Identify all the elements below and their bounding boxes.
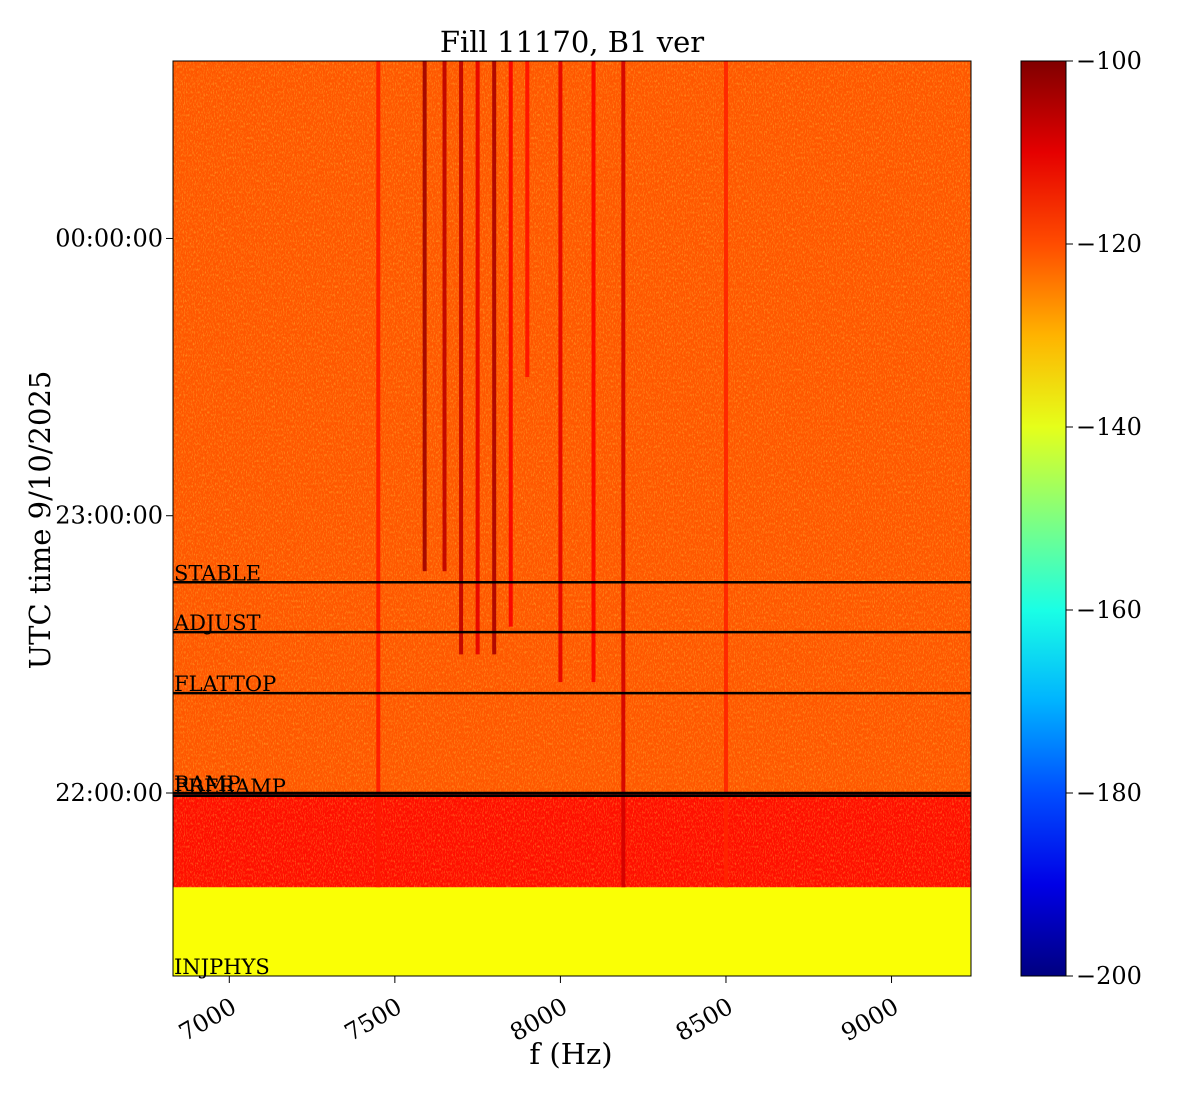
beam-mode-label: PRERAMP [174,775,286,799]
beam-mode-label: STABLE [174,561,261,585]
colorbar-tick-label: −140 [1076,413,1142,441]
colorbar-tick-label: −120 [1076,230,1142,258]
spectral-line [558,61,563,683]
x-tick-label: 8500 [671,992,738,1047]
colorbar [1021,61,1066,976]
spectral-line [621,61,626,888]
spectral-line [591,61,596,683]
beam-mode-label: FLATTOP [174,672,276,696]
y-tick-label: 23:00:00 [55,502,163,530]
plot-frame [172,60,972,977]
beam-mode-label: ADJUST [173,611,261,635]
colorbar-tick-label: −160 [1076,596,1142,624]
spectral-line [492,61,497,655]
x-tick-label: 7500 [340,992,407,1047]
x-tick-label: 9000 [836,992,903,1047]
beam-mode-label: INJPHYS [174,955,270,979]
spectral-line [376,61,381,888]
colorbar-tick-label: −200 [1076,962,1142,990]
colorbar-frame [1020,60,1067,977]
spectral-line [422,61,427,572]
x-axis-label: f (Hz) [529,1037,612,1071]
injection-band [173,887,971,976]
chart-title: Fill 11170, B1 ver [440,25,704,59]
y-tick-label: 00:00:00 [55,224,163,252]
spectral-line [508,61,513,627]
spectral-line [459,61,464,655]
colorbar-tick-label: −100 [1076,47,1142,75]
spectral-line [723,61,728,888]
beam-mode-label: RAMP [174,772,241,796]
spectral-line [442,61,447,572]
x-tick-label: 7000 [174,992,241,1047]
noise-texture [173,61,971,888]
colorbar-tick-label: −180 [1076,779,1142,807]
spectral-line [525,61,530,378]
y-axis-label: UTC time 9/10/2025 [23,371,57,670]
spectral-line [475,61,480,655]
y-tick-label: 22:00:00 [55,779,163,807]
